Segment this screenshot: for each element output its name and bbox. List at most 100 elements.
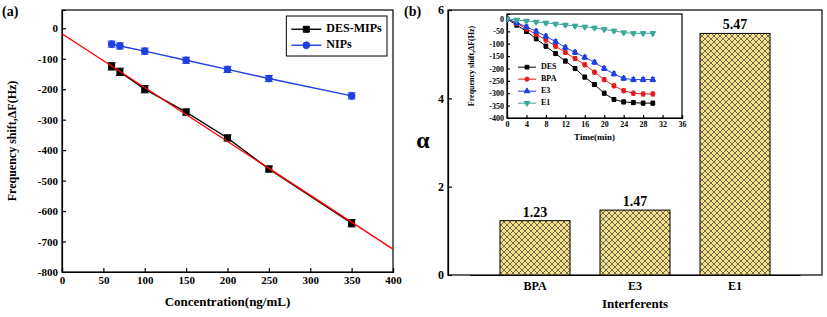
series (507, 17, 655, 96)
tick: 150 (178, 268, 195, 286)
panel-a: 050100150200250300350400-800-700-600-500… (2, 4, 402, 309)
error-bar (563, 59, 567, 63)
error-bar (563, 50, 567, 54)
panel-title: (a) (2, 4, 19, 20)
tick-label: 12 (562, 120, 570, 129)
marker (573, 56, 577, 60)
tick-mark (507, 81, 510, 82)
marker (514, 18, 520, 23)
marker (641, 92, 645, 96)
tick: 0 (438, 268, 452, 282)
marker (543, 21, 549, 26)
tick-mark (507, 118, 510, 119)
tick-label: -400 (38, 144, 59, 156)
tick-label: 36 (679, 120, 687, 129)
data-label: 1.47 (623, 194, 648, 209)
tick-mark (507, 31, 510, 32)
tick-label: 4 (525, 120, 529, 129)
marker (572, 49, 578, 54)
tick-label: -100 (489, 40, 504, 49)
tick-mark (448, 275, 452, 276)
marker (621, 75, 627, 80)
tick-mark (62, 28, 66, 29)
marker (601, 28, 607, 33)
x-axis: BPAE3E1 (471, 276, 801, 293)
tick: 0 (53, 22, 67, 34)
plot-frame (448, 10, 822, 275)
figure: 050100150200250300350400-800-700-600-500… (0, 0, 827, 317)
error-bar (182, 57, 190, 63)
marker (265, 75, 272, 82)
legend-label: E1 (541, 98, 550, 107)
tick-label: -250 (489, 77, 504, 86)
tick-mark (186, 268, 187, 272)
tick-mark (62, 59, 66, 60)
x-axis-title: Interferents (602, 296, 668, 311)
tick-mark (62, 241, 66, 242)
error-bar (631, 101, 635, 105)
marker (640, 32, 646, 37)
plot-area (62, 34, 393, 249)
panel-title: (b) (404, 4, 421, 20)
marker (554, 44, 558, 48)
marker (592, 26, 598, 31)
marker (602, 91, 606, 95)
marker (631, 32, 637, 37)
tick: -350 (489, 102, 510, 111)
legend-marker (524, 88, 530, 93)
tick-label: 24 (620, 120, 628, 129)
error-bar (612, 84, 616, 88)
marker (562, 23, 568, 28)
tick: 24 (620, 115, 628, 129)
marker (640, 76, 646, 81)
error-bar (641, 92, 645, 96)
tick-label: -150 (489, 52, 504, 61)
marker (602, 78, 606, 82)
marker (631, 91, 635, 95)
error-bar (593, 83, 597, 87)
error-bar (651, 92, 655, 96)
legend-label: E3 (541, 86, 550, 95)
marker (533, 28, 539, 33)
tick-mark (62, 181, 66, 182)
x-axis: 050100150200250300350400 (60, 268, 403, 286)
error-bar (348, 93, 356, 99)
tick-mark (62, 150, 66, 151)
series (62, 34, 393, 249)
tick-mark (448, 98, 452, 99)
tick-label: -300 (38, 114, 59, 126)
tick-mark (624, 115, 625, 118)
legend-marker (525, 65, 529, 69)
marker (562, 44, 568, 49)
marker (650, 32, 656, 37)
series-line (507, 19, 653, 103)
tick-mark (565, 115, 566, 118)
legend-entry: NIPs (291, 37, 352, 51)
marker (554, 52, 558, 56)
tick-label: 2 (438, 180, 444, 194)
tick-label: 0 (506, 120, 510, 129)
y-axis-title: α (416, 127, 430, 153)
tick-label: -200 (489, 65, 504, 74)
tick-mark (103, 268, 104, 272)
marker (641, 101, 645, 105)
marker (651, 92, 655, 96)
y-axis-title: Frequency shift,ΔF(Hz) (467, 25, 476, 106)
tick-mark (662, 115, 663, 118)
legend-entry: DES (518, 62, 557, 71)
series (507, 17, 656, 36)
series-line (507, 19, 653, 80)
plot-area (507, 16, 656, 105)
tick-mark (526, 115, 527, 118)
marker (622, 100, 626, 104)
tick: 6 (438, 3, 452, 17)
panel-b: 1.231.475.47BPAE3E10246(b)Interferentsα (404, 3, 822, 311)
tick-label: 300 (303, 274, 320, 286)
tick-label: 0 (500, 15, 504, 24)
tick-mark (585, 115, 586, 118)
marker (582, 54, 588, 59)
error-bar (622, 100, 626, 104)
axis-line (63, 268, 394, 273)
legend-label: BPA (541, 74, 557, 83)
tick-label: 50 (98, 274, 110, 286)
